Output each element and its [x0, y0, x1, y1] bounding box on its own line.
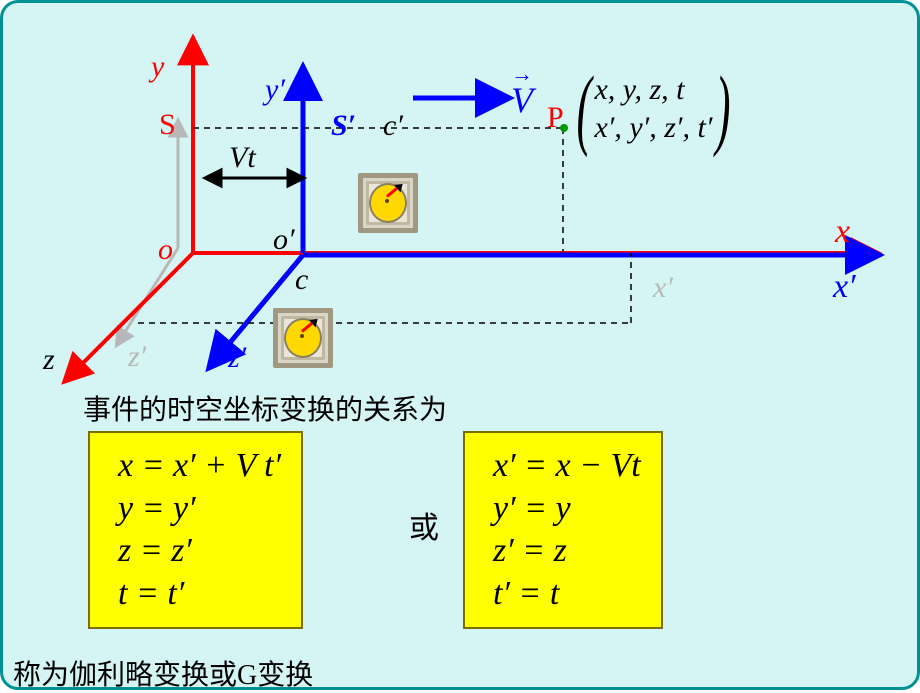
zp-shadow-label: z′ [128, 340, 146, 374]
V-label: → V [511, 79, 533, 121]
eq-r-4: t′ = t [493, 573, 641, 616]
cp-label: c′ [383, 109, 403, 143]
eq-l-2: y = y′ [118, 488, 281, 531]
c-label: c [295, 263, 308, 297]
or-label: 或 [409, 503, 439, 547]
footer-text: 称为伽利略变换或G变换 [13, 653, 313, 693]
eq-l-3: z = z′ [118, 530, 281, 573]
vt-label: Vt [229, 141, 256, 175]
coords-bot: x′, y′, z′, t′ [594, 111, 712, 144]
o-label: o [158, 233, 173, 267]
intro-text: 事件的时空坐标变换的关系为 [83, 388, 447, 428]
xp-shadow: x′ [653, 271, 673, 305]
eq-r-3: z′ = z [493, 530, 641, 573]
y-label: y [151, 50, 164, 84]
equations-right: x′ = x − Vt y′ = y z′ = z t′ = t [463, 431, 663, 629]
z-label: z [43, 343, 55, 377]
op-label: o′ [273, 223, 295, 257]
Sp-label: S′ [331, 109, 356, 143]
P-label: P [547, 101, 564, 135]
clock-cp [358, 173, 418, 233]
coordinate-diagram: y S o x z y′ S′ o′ x′ z′ z′ Vt → V P ( x… [33, 23, 873, 383]
P-coords: ( x, y, z, t x′, y′, z′, t′ ) [581, 71, 726, 146]
eq-l-1: x = x′ + V t′ [118, 445, 281, 488]
coords-top: x, y, z, t [594, 73, 684, 106]
eq-l-4: t = t′ [118, 573, 281, 616]
S-label: S [159, 108, 176, 142]
zp-label: z′ [228, 341, 246, 375]
xp-label: x′ [833, 268, 856, 306]
equations-left: x = x′ + V t′ y = y′ z = z′ t = t′ [88, 431, 303, 629]
eq-r-2: y′ = y [493, 488, 641, 531]
slide: y S o x z y′ S′ o′ x′ z′ z′ Vt → V P ( x… [0, 0, 920, 690]
yp-label: y′ [265, 73, 285, 107]
eq-r-1: x′ = x − Vt [493, 445, 641, 488]
x-label: x [835, 213, 850, 251]
clock-c [273, 308, 333, 368]
